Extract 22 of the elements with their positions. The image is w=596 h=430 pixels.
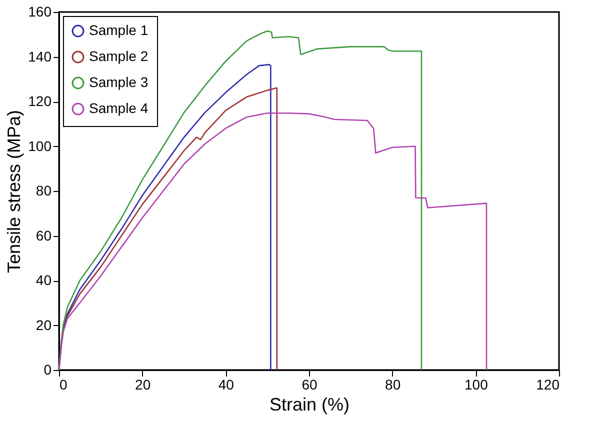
y-tick-label: 60 [36, 227, 52, 244]
legend-label: Sample 3 [89, 74, 148, 90]
y-tick-label: 100 [28, 138, 52, 154]
y-tick-label: 40 [36, 272, 52, 288]
y-tick-label: 160 [28, 4, 52, 20]
legend-label: Sample 1 [89, 22, 148, 38]
legend-label: Sample 2 [89, 48, 148, 64]
y-tick-label: 20 [36, 316, 52, 333]
x-axis-title: Strain (%) [269, 394, 350, 414]
x-tick-label: 100 [464, 376, 488, 392]
y-tick-label: 80 [36, 182, 52, 198]
x-tick-label: 60 [302, 376, 318, 392]
y-tick-label: 0 [44, 362, 52, 378]
x-tick-label: 20 [135, 376, 151, 392]
legend-label: Sample 4 [89, 100, 148, 116]
y-axis-title: Tensile stress (MPa) [4, 110, 24, 274]
y-tick-label: 140 [28, 48, 52, 64]
x-tick-label: 0 [60, 376, 68, 392]
y-tick-label: 120 [28, 93, 52, 109]
x-tick-label: 120 [536, 376, 560, 392]
x-tick-label: 80 [385, 376, 401, 392]
x-tick-label: 40 [218, 376, 234, 392]
